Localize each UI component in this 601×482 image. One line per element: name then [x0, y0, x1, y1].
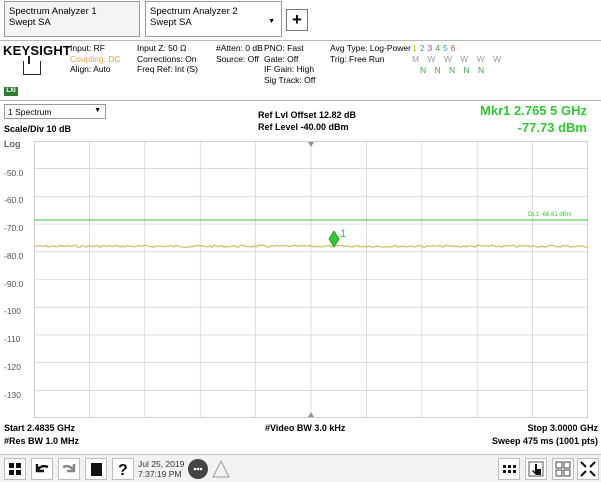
windows-icon — [9, 463, 21, 475]
redo-icon — [62, 464, 76, 473]
svg-text:?: ? — [118, 462, 128, 479]
taskbar: ? Jul 25, 2019 7:37:19 PM — [0, 454, 601, 482]
view-select-value: 1 Spectrum — [8, 107, 52, 117]
help-icon: ? — [118, 462, 128, 479]
marker-1-diamond[interactable] — [328, 230, 340, 248]
help-button[interactable]: ? — [112, 458, 134, 480]
scale-per-div[interactable]: Scale/Div 10 dB — [4, 124, 72, 134]
caret-down-icon: ▼ — [94, 107, 101, 114]
date-text: Jul 25, 2019 — [138, 459, 185, 469]
avg-type: Avg Type: Log-Power — [330, 43, 411, 53]
trace-numbers: 123456 — [412, 43, 459, 53]
time-text: 7:37:19 PM — [138, 469, 182, 479]
ref-position-icon — [308, 142, 314, 147]
window-grid-icon — [555, 461, 571, 477]
y-tick-label: -110 — [4, 334, 21, 344]
message-button[interactable] — [188, 459, 208, 479]
y-tick-label: -80.0 — [4, 251, 24, 261]
trace-detectors: N N N N N — [420, 65, 488, 75]
file-button[interactable] — [85, 458, 107, 480]
trace-1 — [34, 244, 588, 249]
fullscreen-button[interactable] — [577, 458, 599, 480]
trigger: Trig: Free Run — [330, 53, 385, 64]
y-tick-label: -100 — [4, 306, 22, 316]
expand-icon — [580, 461, 596, 477]
video-bandwidth[interactable]: #Video BW 3.0 kHz — [265, 423, 346, 433]
sweep-time[interactable]: Sweep 475 ms (1001 pts) — [491, 436, 598, 446]
if-settings[interactable]: PNO: Fast Gate: Off IF Gain: High Sig Tr… — [264, 43, 315, 85]
start-frequency[interactable]: Start 2.4835 GHz — [4, 423, 76, 433]
caret-down-icon[interactable]: ▼ — [268, 18, 275, 25]
system-clock: Jul 25, 2019 7:37:19 PM — [138, 459, 184, 479]
multi-window-button[interactable] — [552, 458, 574, 480]
tab-2-title: Spectrum Analyzer 2 — [150, 6, 238, 17]
res-bandwidth[interactable]: #Res BW 1.0 MHz — [4, 436, 80, 446]
attenuation: #Atten: 0 dB — [216, 43, 263, 53]
lxi-badge: LXI — [4, 87, 18, 96]
y-tick-label: -60.0 — [4, 195, 24, 205]
redo-button[interactable] — [58, 458, 80, 480]
windows-start-button[interactable] — [4, 458, 26, 480]
input-rf: Input: RF — [70, 43, 105, 53]
corrections: Corrections: On — [137, 53, 197, 64]
gate: Gate: Off — [264, 53, 299, 64]
y-tick-label: -120 — [4, 362, 22, 372]
chat-bubble-icon — [193, 467, 203, 471]
input-z: Input Z: 50 Ω — [137, 43, 187, 53]
sig-track: Sig Track: Off — [264, 74, 316, 85]
view-select[interactable]: 1 Spectrum ▼ — [4, 104, 106, 119]
tab-1-subtitle: Swept SA — [9, 17, 51, 28]
y-tick-label: -90.0 — [4, 279, 24, 289]
sweep-info: Start 2.4835 GHz #Res BW 1.0 MHz #Video … — [0, 419, 601, 453]
ref-position-icon — [308, 412, 314, 417]
graticule — [34, 141, 588, 418]
hand-pointer-icon — [528, 461, 544, 477]
marker-amplitude[interactable]: -77.73 dBm — [517, 120, 587, 135]
trace-types: M W W W W W — [412, 54, 505, 64]
y-tick-label: -50.0 — [4, 168, 24, 178]
measurement-header: 1 Spectrum ▼ Scale/Div 10 dB Ref Lvl Off… — [0, 101, 601, 141]
marker-1-label: 1 — [340, 228, 346, 240]
tab-1-title: Spectrum Analyzer 1 — [9, 6, 97, 17]
undo-icon — [35, 464, 49, 473]
stop-frequency[interactable]: Stop 3.0000 GHz — [527, 423, 598, 433]
y-tick-label: -70.0 — [4, 223, 24, 233]
log-scale-label: Log — [4, 139, 21, 149]
marker-frequency[interactable]: Mkr1 2.765 5 GHz — [480, 103, 587, 118]
settings-panel: KEYSIGHT LXI Input: RF Coupling: DC Alig… — [0, 40, 601, 101]
coupling-dc: Coupling: DC — [70, 53, 121, 64]
align-auto: Align: Auto — [70, 64, 111, 74]
atten-settings[interactable]: #Atten: 0 dB Source: Off — [216, 43, 263, 64]
brand-area: KEYSIGHT LXI — [3, 43, 71, 99]
tab-spectrum-analyzer-2[interactable]: Spectrum Analyzer 2 Swept SA ▼ — [145, 1, 282, 37]
freq-ref: Freq Ref: Int (S) — [137, 64, 198, 74]
tab-2-subtitle: Swept SA — [150, 17, 192, 28]
impedance-settings[interactable]: Input Z: 50 Ω Corrections: On Freq Ref: … — [137, 43, 198, 75]
trace-indicator[interactable]: 123456 M W W W W W N N N N N — [412, 43, 504, 76]
pno: PNO: Fast — [264, 43, 304, 53]
folder-icon — [91, 463, 102, 476]
trigger-settings[interactable]: Avg Type: Log-Power Trig: Free Run — [330, 43, 411, 64]
brand-logo: KEYSIGHT — [3, 43, 72, 58]
add-measurement-button[interactable]: + — [286, 9, 308, 31]
if-gain: IF Gain: High — [264, 64, 315, 74]
touch-button[interactable] — [525, 458, 547, 480]
source: Source: Off — [216, 53, 259, 64]
undo-button[interactable] — [31, 458, 53, 480]
tab-spectrum-analyzer-1[interactable]: Spectrum Analyzer 1 Swept SA — [4, 1, 140, 37]
measurement-tab-row: Spectrum Analyzer 1 Swept SA Spectrum An… — [0, 0, 601, 40]
keypad-icon — [503, 465, 516, 473]
ref-level[interactable]: Ref Level -40.00 dBm — [258, 122, 349, 132]
keypad-button[interactable] — [498, 458, 520, 480]
y-tick-label: -130 — [4, 390, 22, 400]
spectrum-plot[interactable]: DL1 -68.61 dBm 1 — [34, 141, 588, 418]
ref-level-offset[interactable]: Ref Lvl Offset 12.82 dB — [258, 110, 357, 120]
warning-icon[interactable] — [211, 459, 231, 482]
input-settings[interactable]: Input: RF Coupling: DC Align: Auto — [70, 43, 121, 75]
local-return-icon[interactable] — [23, 56, 41, 75]
display-line-label: DL1 -68.61 dBm — [528, 212, 572, 218]
